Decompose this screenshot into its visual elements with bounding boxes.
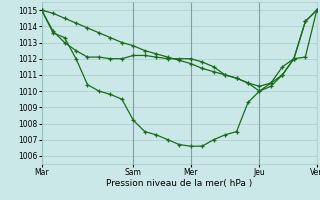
- X-axis label: Pression niveau de la mer( hPa ): Pression niveau de la mer( hPa ): [106, 179, 252, 188]
